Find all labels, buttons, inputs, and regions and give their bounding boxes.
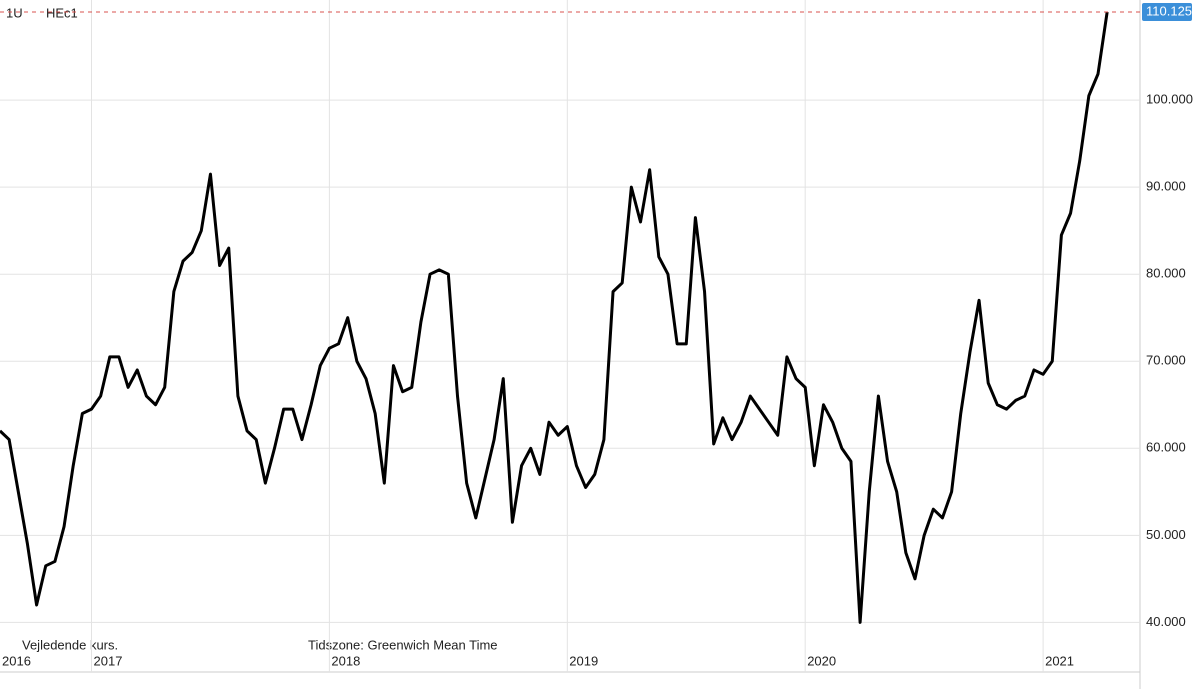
x-tick-label: 2019 bbox=[569, 653, 598, 668]
x-tick-label: 2021 bbox=[1045, 653, 1074, 668]
footnote: Vejledende kurs. bbox=[22, 637, 118, 652]
last-price-box bbox=[1142, 2, 1192, 21]
y-tick-label: 70.000 bbox=[1146, 353, 1186, 368]
symbol-label: HEc1 bbox=[46, 5, 78, 20]
y-tick-label: 60.000 bbox=[1146, 440, 1186, 455]
x-tick-label: 2017 bbox=[94, 653, 123, 668]
y-tick-label: 90.000 bbox=[1146, 179, 1186, 194]
interval-label: 1U bbox=[6, 5, 23, 20]
x-tick-label: 2018 bbox=[331, 653, 360, 668]
timezone-note: Tidszone: Greenwich Mean Time bbox=[308, 637, 498, 652]
x-tick-label: 2016 bbox=[2, 653, 31, 668]
y-tick-label: 40.000 bbox=[1146, 614, 1186, 629]
last-price-label: 110.125 bbox=[1146, 3, 1192, 18]
x-tick-label: 2020 bbox=[807, 653, 836, 668]
y-tick-label: 100.000 bbox=[1146, 92, 1193, 107]
price-line bbox=[0, 11, 1109, 624]
y-tick-label: 80.000 bbox=[1146, 266, 1186, 281]
y-tick-label: 50.000 bbox=[1146, 527, 1186, 542]
